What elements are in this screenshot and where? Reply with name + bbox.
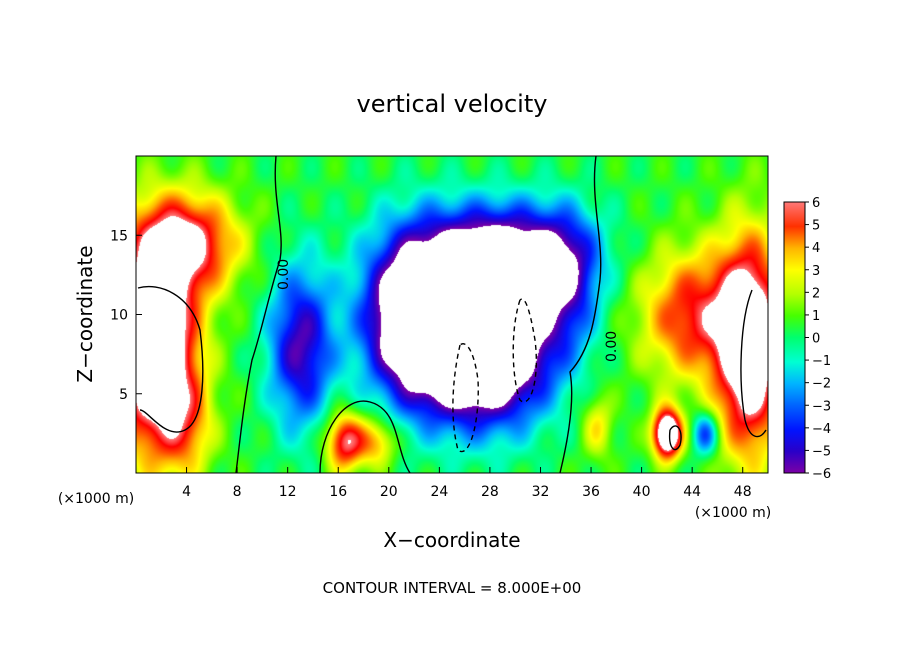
zero-contour-low [319, 400, 411, 473]
positive-contour-small [668, 425, 682, 451]
x-axis: 4 8 12 16 20 24 28 32 36 40 44 48 [182, 467, 752, 500]
x-tick-label: 32 [532, 484, 550, 500]
positive-contour-right [740, 289, 767, 438]
x-tick-label: 8 [233, 484, 242, 500]
colorbar-tick-label: 6 [812, 196, 820, 211]
x-tick-label: 16 [329, 484, 347, 500]
colorbar-tick-label: −1 [812, 354, 831, 369]
colorbar-tick-label: 2 [812, 286, 820, 301]
x-axis-label: X−coordinate [383, 528, 520, 552]
y-axis-label: Z−coordinate [73, 245, 97, 382]
positive-contour-left [137, 286, 204, 433]
colorbar-tick-label: 0 [812, 332, 820, 347]
plot-area: 0.00 0.00 [135, 155, 769, 474]
negative-contour-inner [452, 343, 479, 453]
colorbar-tick-label: 3 [812, 264, 820, 279]
y-tick-label: 5 [119, 387, 128, 403]
zero-contour-right [559, 156, 602, 473]
x-tick-label: 12 [279, 484, 297, 500]
negative-contour-core [512, 298, 538, 403]
contour-label-left: 0.00 [276, 259, 292, 290]
colorbar-tick-label: −6 [812, 467, 831, 482]
x-tick-label: 36 [582, 484, 600, 500]
x-tick-label: 20 [380, 484, 398, 500]
colorbar-tick-label: −3 [812, 399, 831, 414]
chart-title: vertical velocity [357, 90, 548, 118]
x-unit-left: (×1000 m) [58, 491, 134, 507]
y-axis: 5 10 15 [110, 228, 142, 403]
contour-interval: CONTOUR INTERVAL = 8.000E+00 [323, 579, 582, 597]
colorbar-tick-label: 4 [812, 241, 820, 256]
colorbar-tick-label: −5 [812, 444, 831, 459]
zero-contour-left [235, 156, 282, 473]
y-tick-label: 15 [110, 228, 128, 244]
colorbar-tick-label: 1 [812, 309, 820, 324]
colorbar-tick-label: 5 [812, 219, 820, 234]
colorbar-ramp [783, 201, 806, 474]
x-tick-label: 28 [481, 484, 499, 500]
x-tick-label: 4 [182, 484, 191, 500]
contour-label-right: 0.00 [604, 331, 620, 362]
colorbar-tick-label: −2 [812, 377, 831, 392]
x-tick-label: 24 [430, 484, 448, 500]
velocity-field [136, 156, 768, 473]
x-tick-label: 48 [734, 484, 752, 500]
colorbar: 6 5 4 3 2 1 0 −1 −2 −3 −4 −5 −6 [783, 196, 831, 482]
colorbar-tick-label: −4 [812, 422, 831, 437]
x-tick-label: 44 [683, 484, 701, 500]
x-unit-right: (×1000 m) [695, 505, 771, 521]
x-tick-label: 40 [633, 484, 651, 500]
contour-lines: 0.00 0.00 [137, 156, 767, 473]
y-tick-label: 10 [110, 308, 128, 324]
